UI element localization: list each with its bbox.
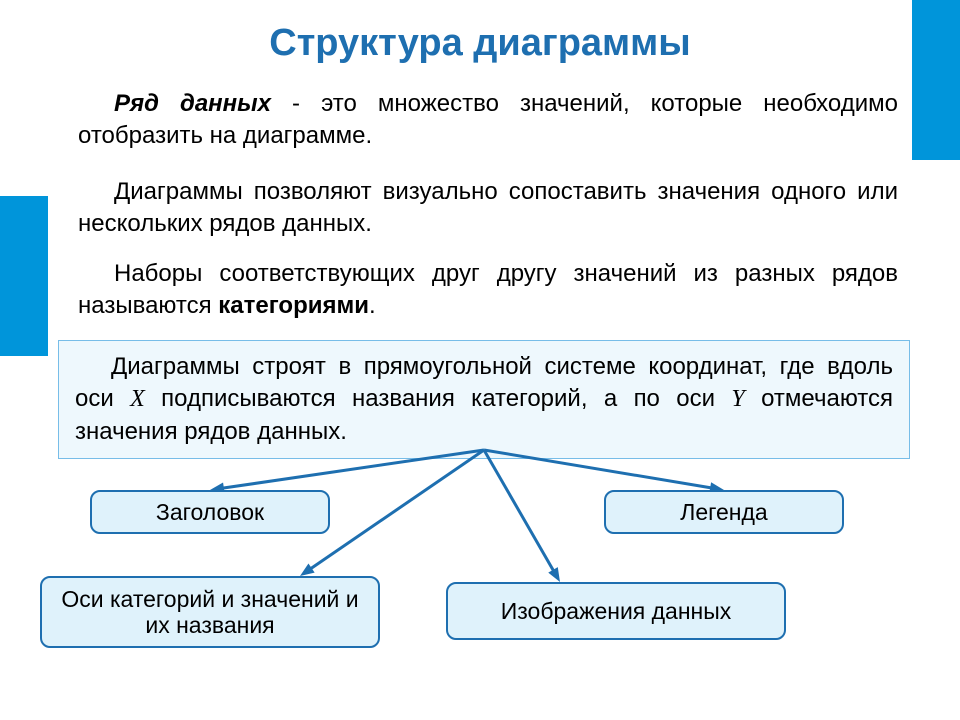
p3-post: . <box>369 292 376 319</box>
node-label: Изображения данных <box>501 598 732 624</box>
diagram-node-title: Заголовок <box>90 490 330 534</box>
p3-bold: категориями <box>218 292 369 319</box>
accent-block-left <box>0 196 48 356</box>
node-label: Легенда <box>680 499 767 525</box>
info-mid: подписываются названия категорий, а по о… <box>145 385 732 412</box>
page-title: Структура диаграммы <box>0 22 960 65</box>
info-axis-x: X <box>130 386 145 412</box>
term-lead: Ряд данных <box>114 90 271 117</box>
diagram-node-axes: Оси категорий и значений и их названия <box>40 576 380 648</box>
diagram-node-data-images: Изображения данных <box>446 582 786 640</box>
body-paragraph-2: Диаграммы позволяют визуально сопоставит… <box>78 176 898 241</box>
definition-paragraph: Ряд данных - это множество значений, кот… <box>78 88 898 153</box>
diagram-node-legend: Легенда <box>604 490 844 534</box>
node-label: Заголовок <box>156 499 264 525</box>
info-axis-y: Y <box>731 386 744 412</box>
node-label: Оси категорий и значений и их названия <box>52 586 368 639</box>
body-paragraph-3: Наборы соответствующих друг другу значен… <box>78 258 898 323</box>
p3-pre: Наборы соответствующих друг другу значен… <box>78 260 898 319</box>
info-box: Диаграммы строят в прямоугольной системе… <box>58 340 910 459</box>
